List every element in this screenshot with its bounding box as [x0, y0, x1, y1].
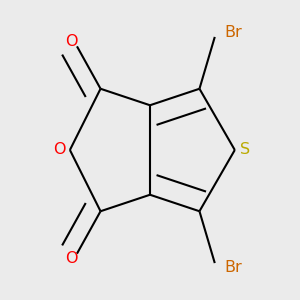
Text: S: S	[240, 142, 250, 158]
Text: Br: Br	[224, 260, 242, 275]
Text: O: O	[65, 34, 77, 49]
Text: O: O	[65, 251, 77, 266]
Text: Br: Br	[224, 25, 242, 40]
Text: O: O	[53, 142, 66, 158]
